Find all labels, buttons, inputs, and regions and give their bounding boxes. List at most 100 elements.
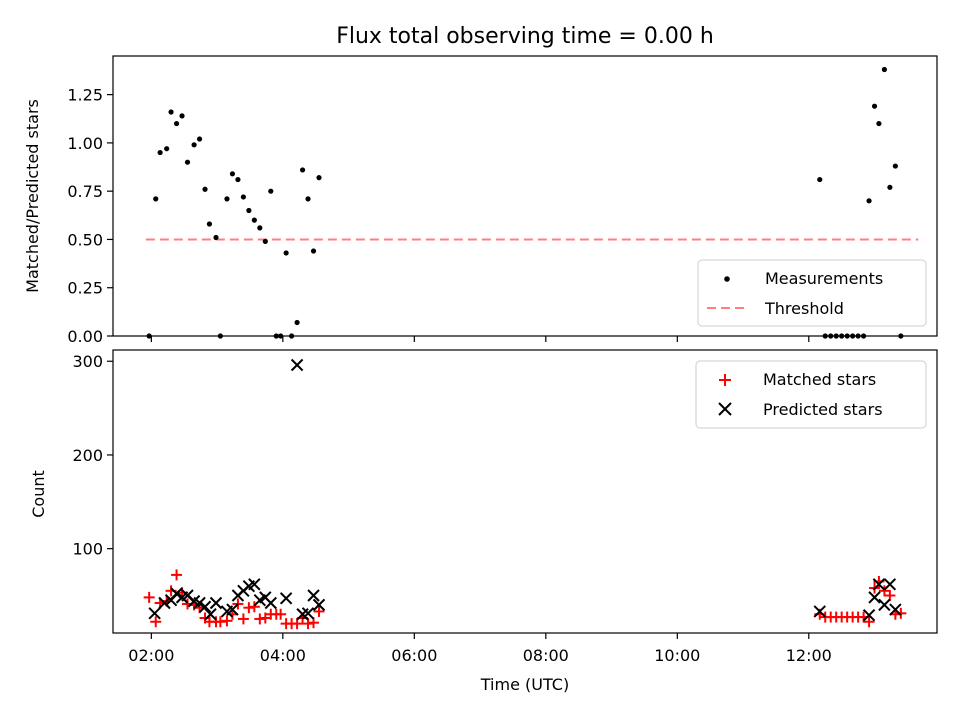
predicted-star-point — [198, 600, 212, 613]
top-y-ticks: 0.00 0.25 0.50 0.75 1.00 1.25 — [67, 86, 113, 346]
top-y-axis-label: Matched/Predicted stars — [23, 99, 42, 293]
top-legend: Measurements Threshold — [697, 259, 927, 327]
matched-star-point — [308, 617, 320, 629]
bottom-x-tick-label: 12:00 — [786, 646, 832, 665]
predicted-star-stroke-b — [226, 603, 239, 616]
measurement-point — [294, 319, 300, 326]
measurement-point — [268, 188, 274, 194]
matched-star-point — [237, 613, 249, 625]
predicted-star-point — [301, 607, 315, 620]
measurement-point — [164, 146, 170, 152]
predicted-star-stroke-b — [889, 603, 902, 616]
predicted-star-point — [312, 598, 326, 612]
top-y-tick-label: 0.75 — [67, 182, 103, 201]
bottom-x-ticks: 02:00 04:00 06:00 08:00 10:00 12:00 — [128, 633, 832, 665]
matched-star-point — [248, 601, 260, 613]
measurement-point — [822, 333, 828, 339]
measurement-point — [206, 221, 213, 227]
measurement-point — [251, 217, 257, 223]
bottom-legend: Matched stars Predicted stars — [695, 360, 927, 429]
chart-title: Flux total observing time = 0.00 h — [336, 24, 714, 49]
measurement-point — [839, 333, 845, 339]
predicted-star-stroke-b — [204, 608, 217, 621]
top-y-tick-label: 1.00 — [67, 134, 103, 153]
bottom-plot-frame — [112, 349, 938, 634]
top-y-tick-label: 0.00 — [67, 327, 103, 346]
measurement-point — [305, 196, 311, 202]
predicted-star-point — [209, 596, 223, 610]
predicted-star-stroke-b — [290, 358, 304, 372]
top-y-tick-label: 0.25 — [67, 279, 103, 298]
predicted-star-point — [170, 587, 183, 600]
measurement-point — [871, 103, 878, 109]
predicted-star-stroke-b — [187, 594, 201, 608]
predicted-star-point — [158, 596, 171, 610]
matched-star-point — [143, 591, 155, 603]
measurements-legend-marker — [724, 276, 730, 282]
matched-star-point — [291, 618, 303, 630]
bottom-y-tick-label: 100 — [72, 540, 103, 559]
top-axes: 0.00 0.25 0.50 0.75 1.00 1.25 Matched/Predict… — [23, 55, 938, 346]
predicted-star-stroke-b — [209, 596, 223, 610]
measurement-point — [191, 142, 197, 148]
matched-legend-marker — [719, 374, 731, 386]
predicted-star-stroke-b — [193, 596, 206, 610]
predicted-star-stroke-b — [170, 587, 183, 600]
bottom-x-tick-label: 06:00 — [391, 646, 437, 665]
measurement-point — [235, 176, 241, 183]
measurement-point — [299, 167, 306, 173]
bottom-x-tick-label: 08:00 — [523, 646, 569, 665]
predicted-star-point — [889, 603, 902, 616]
threshold-legend-label: Threshold — [764, 299, 844, 318]
measurement-point — [278, 333, 284, 339]
predicted-star-stroke-b — [198, 600, 212, 613]
predicted-star-point — [813, 605, 826, 618]
measurement-point — [850, 333, 856, 339]
top-y-tick-label: 0.50 — [67, 230, 103, 249]
measurement-point — [283, 250, 289, 256]
predicted-star-stroke-b — [279, 592, 293, 605]
predicted-star-stroke-b — [264, 596, 277, 610]
predicted-star-point — [248, 578, 261, 591]
matched-star-point — [878, 585, 890, 597]
measurement-point — [146, 333, 152, 339]
measurement-point — [168, 109, 174, 115]
measurement-point — [184, 159, 191, 165]
predicted-star-point — [872, 578, 886, 591]
predicted-legend-marker — [718, 402, 732, 416]
matched-star-point — [275, 608, 287, 620]
predicted-star-point — [264, 596, 277, 610]
predicted-star-stroke-b — [181, 589, 194, 602]
measurement-point — [817, 176, 823, 183]
bottom-x-tick-label: 02:00 — [128, 646, 174, 665]
measurement-point — [898, 333, 904, 339]
predicted-star-stroke-b — [158, 596, 171, 610]
measurement-point — [213, 234, 219, 241]
measurement-point — [257, 225, 263, 231]
predicted-star-stroke-b — [868, 591, 881, 604]
predicted-star-point — [862, 608, 876, 622]
top-legend-box — [697, 259, 927, 327]
predicted-star-stroke-b — [248, 578, 261, 591]
measurement-point — [855, 333, 861, 339]
measurement-point — [828, 333, 834, 339]
matched-star-point — [232, 598, 244, 610]
measurement-point — [289, 333, 295, 339]
measurement-point — [173, 120, 180, 127]
measurement-point — [224, 196, 230, 202]
predicted-star-point — [290, 358, 304, 372]
predicted-star-stroke-b — [872, 578, 886, 591]
matched-star-point — [150, 616, 162, 628]
predicted-star-stroke-b — [862, 608, 876, 622]
x-axis-label: Time (UTC) — [480, 675, 569, 694]
measurement-point — [866, 198, 872, 204]
measurement-point — [887, 184, 893, 190]
predicted-star-stroke-b — [883, 578, 897, 591]
measurement-point — [876, 120, 882, 127]
measurement-point — [892, 163, 898, 169]
bottom-legend-box — [695, 360, 927, 429]
matched-star-point — [895, 607, 907, 619]
measurement-points — [146, 66, 904, 339]
